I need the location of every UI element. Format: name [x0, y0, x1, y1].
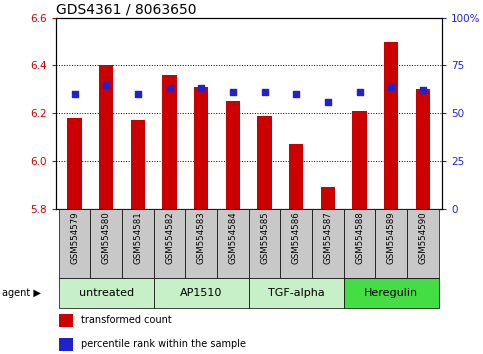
Bar	[59, 338, 73, 351]
Bar	[416, 90, 430, 209]
Point	[134, 91, 142, 97]
Bar	[59, 314, 73, 327]
Bar	[99, 65, 114, 209]
Point	[71, 91, 78, 97]
Bar	[384, 42, 398, 209]
Text: Heregulin: Heregulin	[364, 288, 418, 298]
Bar	[249, 278, 344, 308]
Text: GSM554588: GSM554588	[355, 211, 364, 264]
Text: GSM554590: GSM554590	[418, 211, 427, 264]
Bar	[131, 120, 145, 209]
Bar	[321, 187, 335, 209]
Bar	[344, 278, 439, 308]
Bar	[407, 209, 439, 278]
Bar	[185, 209, 217, 278]
Bar	[289, 144, 303, 209]
Bar	[344, 209, 375, 278]
Bar	[154, 209, 185, 278]
Point	[387, 84, 395, 89]
Bar	[257, 116, 272, 209]
Bar	[217, 209, 249, 278]
Bar	[249, 209, 281, 278]
Text: GSM554587: GSM554587	[324, 211, 332, 264]
Text: percentile rank within the sample: percentile rank within the sample	[81, 339, 246, 349]
Bar	[122, 209, 154, 278]
Text: GSM554585: GSM554585	[260, 211, 269, 264]
Point	[102, 82, 110, 87]
Point	[292, 91, 300, 97]
Text: GSM554589: GSM554589	[387, 211, 396, 264]
Point	[261, 90, 269, 95]
Text: GSM554579: GSM554579	[70, 211, 79, 264]
Bar	[90, 209, 122, 278]
Text: AP1510: AP1510	[180, 288, 223, 298]
Text: GSM554582: GSM554582	[165, 211, 174, 264]
Bar	[59, 278, 154, 308]
Text: GDS4361 / 8063650: GDS4361 / 8063650	[56, 2, 196, 17]
Bar	[68, 118, 82, 209]
Text: GSM554584: GSM554584	[228, 211, 238, 264]
Bar	[281, 209, 312, 278]
Text: transformed count: transformed count	[81, 315, 171, 325]
Bar	[59, 209, 90, 278]
Text: TGF-alpha: TGF-alpha	[268, 288, 325, 298]
Text: GSM554583: GSM554583	[197, 211, 206, 264]
Point	[324, 99, 332, 105]
Text: untreated: untreated	[79, 288, 134, 298]
Bar	[154, 278, 249, 308]
Point	[229, 90, 237, 95]
Point	[198, 86, 205, 91]
Bar	[375, 209, 407, 278]
Text: agent ▶: agent ▶	[2, 288, 41, 298]
Bar	[226, 101, 240, 209]
Text: GSM554580: GSM554580	[102, 211, 111, 264]
Point	[356, 90, 364, 95]
Point	[419, 87, 427, 93]
Point	[166, 86, 173, 91]
Text: GSM554586: GSM554586	[292, 211, 301, 264]
Bar	[353, 111, 367, 209]
Bar	[162, 75, 177, 209]
Text: GSM554581: GSM554581	[133, 211, 142, 264]
Bar	[312, 209, 344, 278]
Bar	[194, 87, 208, 209]
